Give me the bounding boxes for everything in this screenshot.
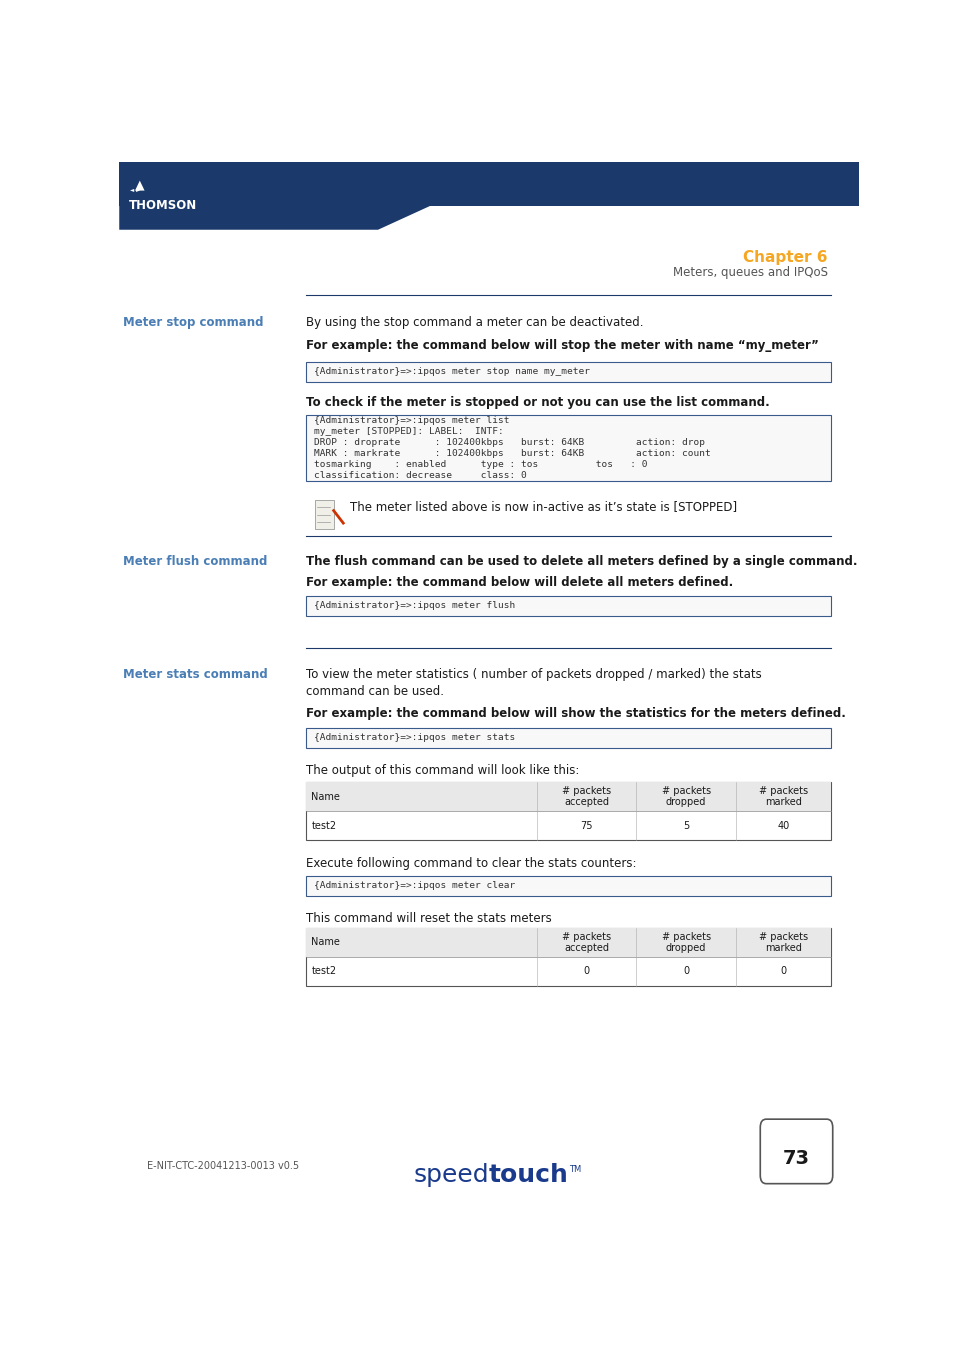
FancyBboxPatch shape <box>305 596 830 616</box>
Text: This command will reset the stats meters: This command will reset the stats meters <box>305 912 551 925</box>
FancyBboxPatch shape <box>305 728 830 748</box>
Text: 0: 0 <box>780 966 785 977</box>
Text: # packets
accepted: # packets accepted <box>561 786 610 808</box>
Text: The meter listed above is now in-active as it’s state is [STOPPED]: The meter listed above is now in-active … <box>350 500 737 513</box>
Text: For example: the command below will delete all meters defined.: For example: the command below will dele… <box>305 576 732 589</box>
Text: Name: Name <box>311 792 340 801</box>
Text: {Administrator}=>:ipqos meter stats: {Administrator}=>:ipqos meter stats <box>314 734 516 743</box>
Text: E-NIT-CTC-20041213-0013 v0.5: E-NIT-CTC-20041213-0013 v0.5 <box>147 1161 299 1171</box>
FancyBboxPatch shape <box>119 162 858 205</box>
Text: 0: 0 <box>682 966 688 977</box>
Text: touch: touch <box>488 1163 568 1188</box>
Bar <box>305 928 830 986</box>
Text: THOMSON: THOMSON <box>129 199 197 212</box>
Text: test2: test2 <box>311 821 336 831</box>
Text: 5: 5 <box>682 821 689 831</box>
Text: {Administrator}=>:ipqos meter stop name my_meter: {Administrator}=>:ipqos meter stop name … <box>314 367 590 376</box>
FancyBboxPatch shape <box>305 362 830 381</box>
Text: Name: Name <box>311 938 340 947</box>
FancyBboxPatch shape <box>305 875 830 896</box>
Text: {Administrator}=>:ipqos meter clear: {Administrator}=>:ipqos meter clear <box>314 881 516 890</box>
Text: tosmarking    : enabled      type : tos          tos   : 0: tosmarking : enabled type : tos tos : 0 <box>314 461 647 469</box>
Bar <box>305 782 830 840</box>
Text: # packets
dropped: # packets dropped <box>660 932 710 952</box>
Text: 40: 40 <box>777 821 788 831</box>
Text: By using the stop command a meter can be deactivated.: By using the stop command a meter can be… <box>305 316 642 330</box>
Text: # packets
marked: # packets marked <box>758 786 807 808</box>
Text: For example: the command below will stop the meter with name “my_meter”: For example: the command below will stop… <box>305 339 818 353</box>
FancyBboxPatch shape <box>305 415 830 481</box>
Text: The flush command can be used to delete all meters defined by a single command.: The flush command can be used to delete … <box>305 555 856 569</box>
Text: To check if the meter is stopped or not you can use the list command.: To check if the meter is stopped or not … <box>305 396 768 409</box>
Text: 75: 75 <box>579 821 592 831</box>
Text: Meter stop command: Meter stop command <box>123 316 263 330</box>
Text: {Administrator}=>:ipqos meter flush: {Administrator}=>:ipqos meter flush <box>314 601 516 611</box>
Text: command can be used.: command can be used. <box>305 685 443 698</box>
Text: # packets
marked: # packets marked <box>758 932 807 952</box>
Text: {Administrator}=>:ipqos meter list: {Administrator}=>:ipqos meter list <box>314 416 510 426</box>
Text: TM: TM <box>568 1165 580 1174</box>
Bar <box>305 782 830 811</box>
FancyBboxPatch shape <box>760 1119 832 1183</box>
Text: ▲: ▲ <box>135 178 145 192</box>
Text: The output of this command will look like this:: The output of this command will look lik… <box>305 765 578 777</box>
Text: Meter stats command: Meter stats command <box>123 667 268 681</box>
Text: Execute following command to clear the stats counters:: Execute following command to clear the s… <box>305 857 636 870</box>
Bar <box>314 500 334 530</box>
Text: ◄ ►: ◄ ► <box>130 188 140 193</box>
Text: 73: 73 <box>782 1150 809 1169</box>
Text: MARK : markrate      : 102400kbps   burst: 64KB         action: count: MARK : markrate : 102400kbps burst: 64KB… <box>314 450 710 458</box>
Text: speed: speed <box>413 1163 488 1188</box>
FancyBboxPatch shape <box>119 162 858 230</box>
Text: 0: 0 <box>582 966 589 977</box>
Text: For example: the command below will show the statistics for the meters defined.: For example: the command below will show… <box>305 707 844 720</box>
Text: test2: test2 <box>311 966 336 977</box>
Polygon shape <box>119 162 525 230</box>
Text: my_meter [STOPPED]: LABEL:  INTF:: my_meter [STOPPED]: LABEL: INTF: <box>314 427 503 436</box>
Text: # packets
dropped: # packets dropped <box>660 786 710 808</box>
Text: classification: decrease     class: 0: classification: decrease class: 0 <box>314 471 527 481</box>
Bar <box>305 928 830 957</box>
Text: # packets
accepted: # packets accepted <box>561 932 610 952</box>
Text: DROP : droprate      : 102400kbps   burst: 64KB         action: drop: DROP : droprate : 102400kbps burst: 64KB… <box>314 438 704 447</box>
Text: Meters, queues and IPQoS: Meters, queues and IPQoS <box>672 266 826 280</box>
Text: Chapter 6: Chapter 6 <box>742 250 826 265</box>
Text: To view the meter statistics ( number of packets dropped / marked) the stats: To view the meter statistics ( number of… <box>305 667 760 681</box>
Text: Meter flush command: Meter flush command <box>123 555 267 569</box>
